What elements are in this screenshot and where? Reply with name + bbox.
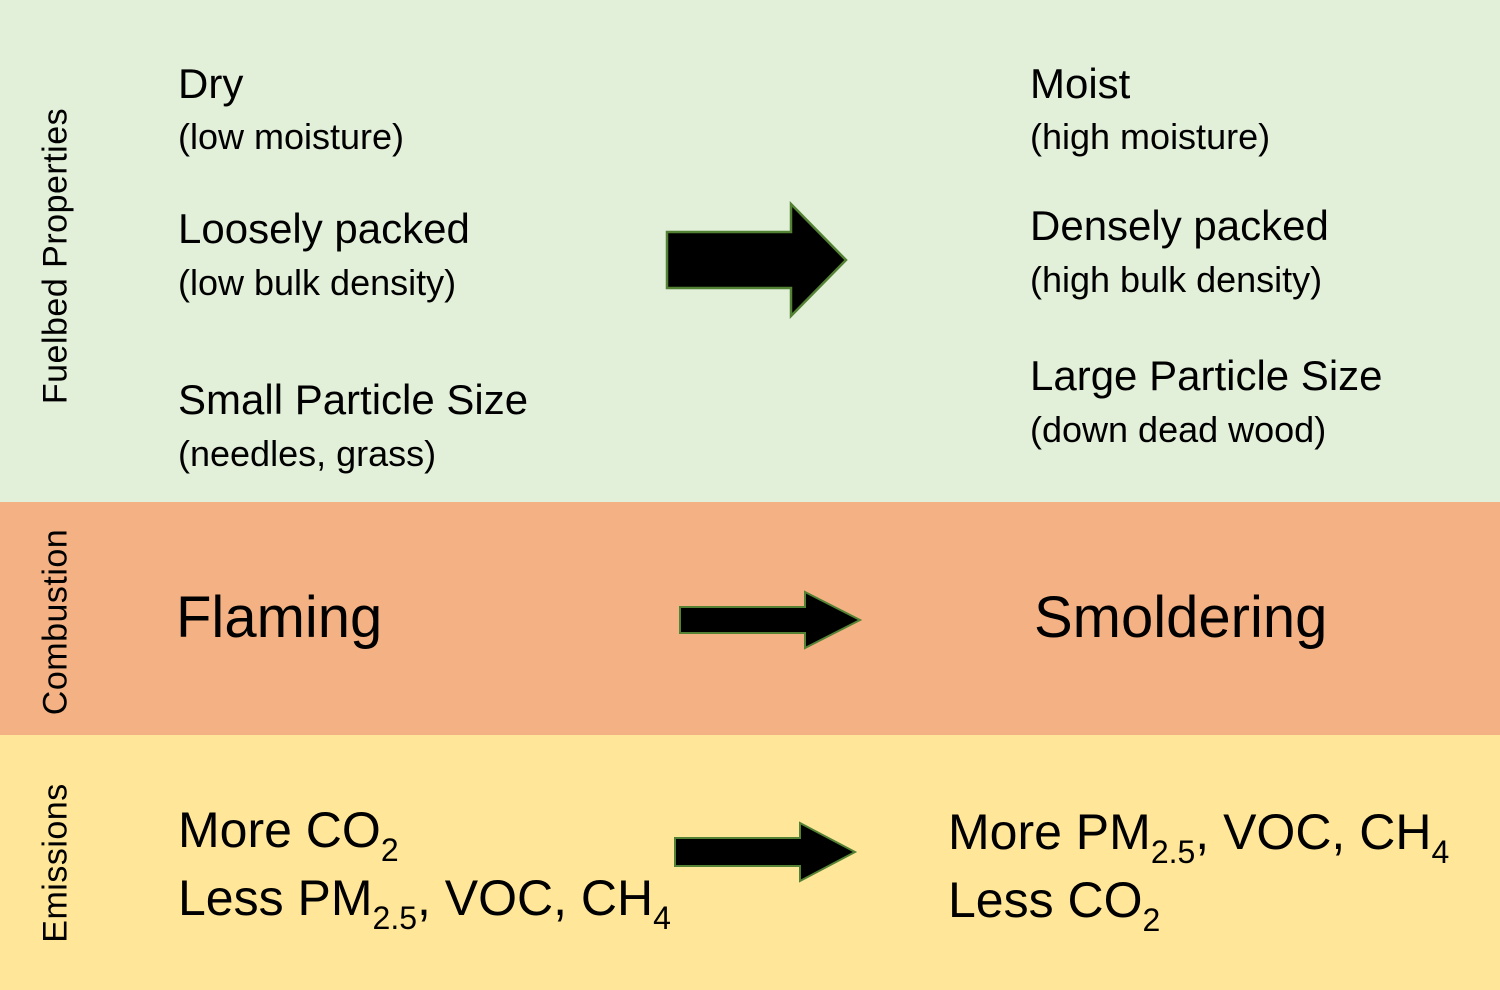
combustion-right: Smoldering [1034,585,1328,650]
subscript: 2 [380,832,399,868]
fuelbed-left-2-title: Loosely packed [178,205,470,252]
subscript: 4 [1431,834,1450,870]
subscript: 4 [653,900,671,936]
emissions-right-line1: More PM2.5, VOC, CH4 [948,797,1450,870]
fuelbed-right-3-subtitle: (down dead wood) [1030,409,1327,450]
fuelbed-right-2-subtitle: (high bulk density) [1030,259,1323,300]
emissions-band: Emissions More CO2 Less PM2.5, VOC, CH4 … [0,735,1500,990]
fuelbed-right-2-title: Densely packed [1030,202,1329,249]
right-arrow-icon [665,200,848,320]
fuelbed-right-1-title: Moist [1030,60,1131,107]
fuelbed-label: Fuelbed Properties [36,107,75,405]
fuelbed-right-1-subtitle: (high moisture) [1030,116,1271,157]
emissions-left-line1: More CO2 [178,795,399,868]
right-arrow-icon [679,590,863,650]
text: More PM [948,804,1151,860]
combustion-left: Flaming [176,585,383,650]
fuelbed-right-3-title: Large Particle Size [1030,352,1383,399]
subscript: 2.5 [1150,834,1196,870]
fuelbed-left-3-subtitle: (needles, grass) [178,433,437,474]
fuelbed-left-3-title: Small Particle Size [178,376,529,423]
text: Less CO [948,872,1143,928]
text: , VOC, CH [1195,804,1432,860]
right-arrow-icon [674,821,858,883]
subscript: 2 [1142,902,1161,938]
text: Less PM [178,870,373,926]
emissions-left-line2: Less PM2.5, VOC, CH4 [178,863,671,936]
fuelbed-left-1-title: Dry [178,60,244,107]
combustion-band: Combustion Flaming Smoldering [0,502,1500,735]
fuelbed-band: Fuelbed Properties Dry (low moisture) Lo… [0,0,1500,502]
text: , VOC, CH [417,870,654,926]
text: More CO [178,802,381,858]
fuelbed-left-2-subtitle: (low bulk density) [178,262,457,303]
fuelbed-left-1-subtitle: (low moisture) [178,116,405,157]
emissions-label: Emissions [36,783,75,943]
subscript: 2.5 [372,900,417,936]
emissions-right-line2: Less CO2 [948,865,1161,938]
combustion-label: Combustion [36,528,75,716]
